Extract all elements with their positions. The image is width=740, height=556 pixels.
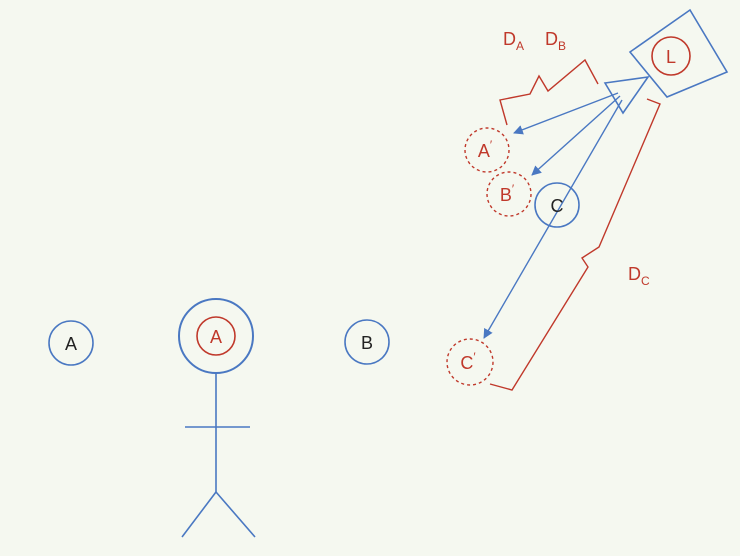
- node-b-prime-mark: ′: [512, 182, 515, 196]
- node-a-prime-mark: ′: [490, 138, 493, 152]
- node-c-plain-label: C: [551, 196, 564, 216]
- node-light-circle: [651, 36, 691, 76]
- node-b-prime: B′: [486, 171, 532, 217]
- distance-db-sub: B: [558, 39, 566, 53]
- node-b-prime-label: B: [500, 185, 512, 205]
- distance-bracket-top: [499, 58, 599, 126]
- node-c-plain: C: [534, 182, 580, 228]
- distance-db-main: D: [545, 29, 558, 49]
- arrow-to-c-prime: [483, 99, 623, 339]
- distance-db-text: DB: [545, 29, 566, 53]
- distance-dc-main: D: [628, 264, 641, 284]
- arrow-to-a-prime: [513, 92, 619, 135]
- stick-figure-icon: A: [178, 298, 256, 538]
- node-b-prime-circle: [486, 171, 532, 217]
- distance-bracket-long: [489, 98, 661, 391]
- node-a-plain: A: [48, 320, 94, 366]
- stick-figure-head-inner: [196, 316, 236, 356]
- node-a-prime: A′: [464, 127, 510, 173]
- node-a-prime-text: A′: [478, 138, 493, 161]
- node-c-plain-circle: [534, 182, 580, 228]
- node-b-plain: B: [344, 319, 390, 365]
- node-a-plain-label: A: [65, 334, 77, 354]
- arrow-to-b-prime: [531, 95, 621, 176]
- node-light-label: L: [666, 47, 676, 67]
- node-c-prime: C′: [446, 338, 494, 386]
- distance-dc-text: DC: [628, 264, 650, 288]
- distance-dc-sub: C: [641, 274, 650, 288]
- node-c-prime-label: C: [460, 353, 473, 373]
- node-a-prime-circle: [464, 127, 510, 173]
- node-c-prime-text: C′: [460, 350, 476, 373]
- node-a-head-label: A: [210, 327, 222, 347]
- node-a-plain-circle: [48, 320, 94, 366]
- distance-da-sub: A: [516, 39, 524, 53]
- projector-body: [628, 8, 729, 98]
- node-b-prime-text: B′: [500, 182, 515, 205]
- node-b-plain-label: B: [361, 333, 373, 353]
- node-c-prime-circle: [446, 338, 494, 386]
- node-b-plain-circle: [344, 319, 390, 365]
- distance-da-main: D: [503, 29, 516, 49]
- node-a-prime-label: A: [478, 141, 490, 161]
- projector-lens: [603, 75, 650, 115]
- distance-da-text: DA: [503, 29, 524, 53]
- projector-icon: L: [603, 8, 729, 115]
- stick-figure-right-leg: [215, 491, 256, 538]
- stick-figure-left-leg: [181, 491, 217, 538]
- node-c-prime-mark: ′: [473, 350, 476, 364]
